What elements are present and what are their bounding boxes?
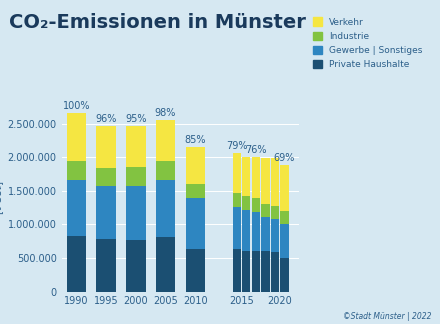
- Bar: [271, 206, 279, 219]
- Text: 85%: 85%: [184, 134, 206, 145]
- Bar: [186, 184, 205, 198]
- Bar: [96, 168, 116, 186]
- Bar: [96, 186, 116, 239]
- Text: 96%: 96%: [95, 114, 117, 124]
- Bar: [156, 120, 175, 161]
- Bar: [126, 186, 146, 240]
- Bar: [67, 179, 86, 236]
- Bar: [126, 168, 146, 186]
- Bar: [252, 157, 260, 198]
- Bar: [271, 219, 279, 252]
- Bar: [126, 240, 146, 292]
- Text: 100%: 100%: [63, 101, 90, 111]
- Bar: [186, 147, 205, 184]
- Text: ©Stadt Münster | 2022: ©Stadt Münster | 2022: [343, 312, 431, 321]
- Text: 79%: 79%: [226, 141, 248, 151]
- Text: 98%: 98%: [155, 108, 176, 118]
- Bar: [261, 204, 270, 217]
- Bar: [261, 158, 270, 204]
- Bar: [242, 157, 250, 196]
- Bar: [242, 210, 250, 251]
- Bar: [271, 252, 279, 292]
- Bar: [271, 158, 279, 206]
- Bar: [126, 126, 146, 168]
- Bar: [280, 166, 289, 211]
- Bar: [233, 207, 241, 249]
- Bar: [280, 258, 289, 292]
- Bar: [280, 211, 289, 224]
- Bar: [156, 161, 175, 180]
- Bar: [96, 126, 116, 168]
- Bar: [252, 212, 260, 251]
- Bar: [67, 113, 86, 161]
- Bar: [261, 217, 270, 251]
- Bar: [261, 251, 270, 292]
- Bar: [233, 153, 241, 193]
- Bar: [156, 237, 175, 292]
- Bar: [252, 198, 260, 212]
- Bar: [233, 249, 241, 292]
- Bar: [96, 239, 116, 292]
- Text: 69%: 69%: [274, 153, 295, 163]
- Y-axis label: [t CO₂]: [t CO₂]: [0, 181, 4, 214]
- Text: 76%: 76%: [245, 145, 267, 156]
- Bar: [156, 180, 175, 237]
- Legend: Verkehr, Industrie, Gewerbe | Sonstiges, Private Haushalte: Verkehr, Industrie, Gewerbe | Sonstiges,…: [312, 17, 422, 69]
- Bar: [280, 224, 289, 258]
- Text: CO₂-Emissionen in Münster: CO₂-Emissionen in Münster: [9, 13, 306, 32]
- Bar: [242, 196, 250, 210]
- Bar: [67, 236, 86, 292]
- Bar: [67, 161, 86, 179]
- Bar: [186, 198, 205, 249]
- Bar: [186, 249, 205, 292]
- Bar: [252, 251, 260, 292]
- Text: 95%: 95%: [125, 114, 147, 124]
- Bar: [242, 251, 250, 292]
- Bar: [233, 193, 241, 207]
